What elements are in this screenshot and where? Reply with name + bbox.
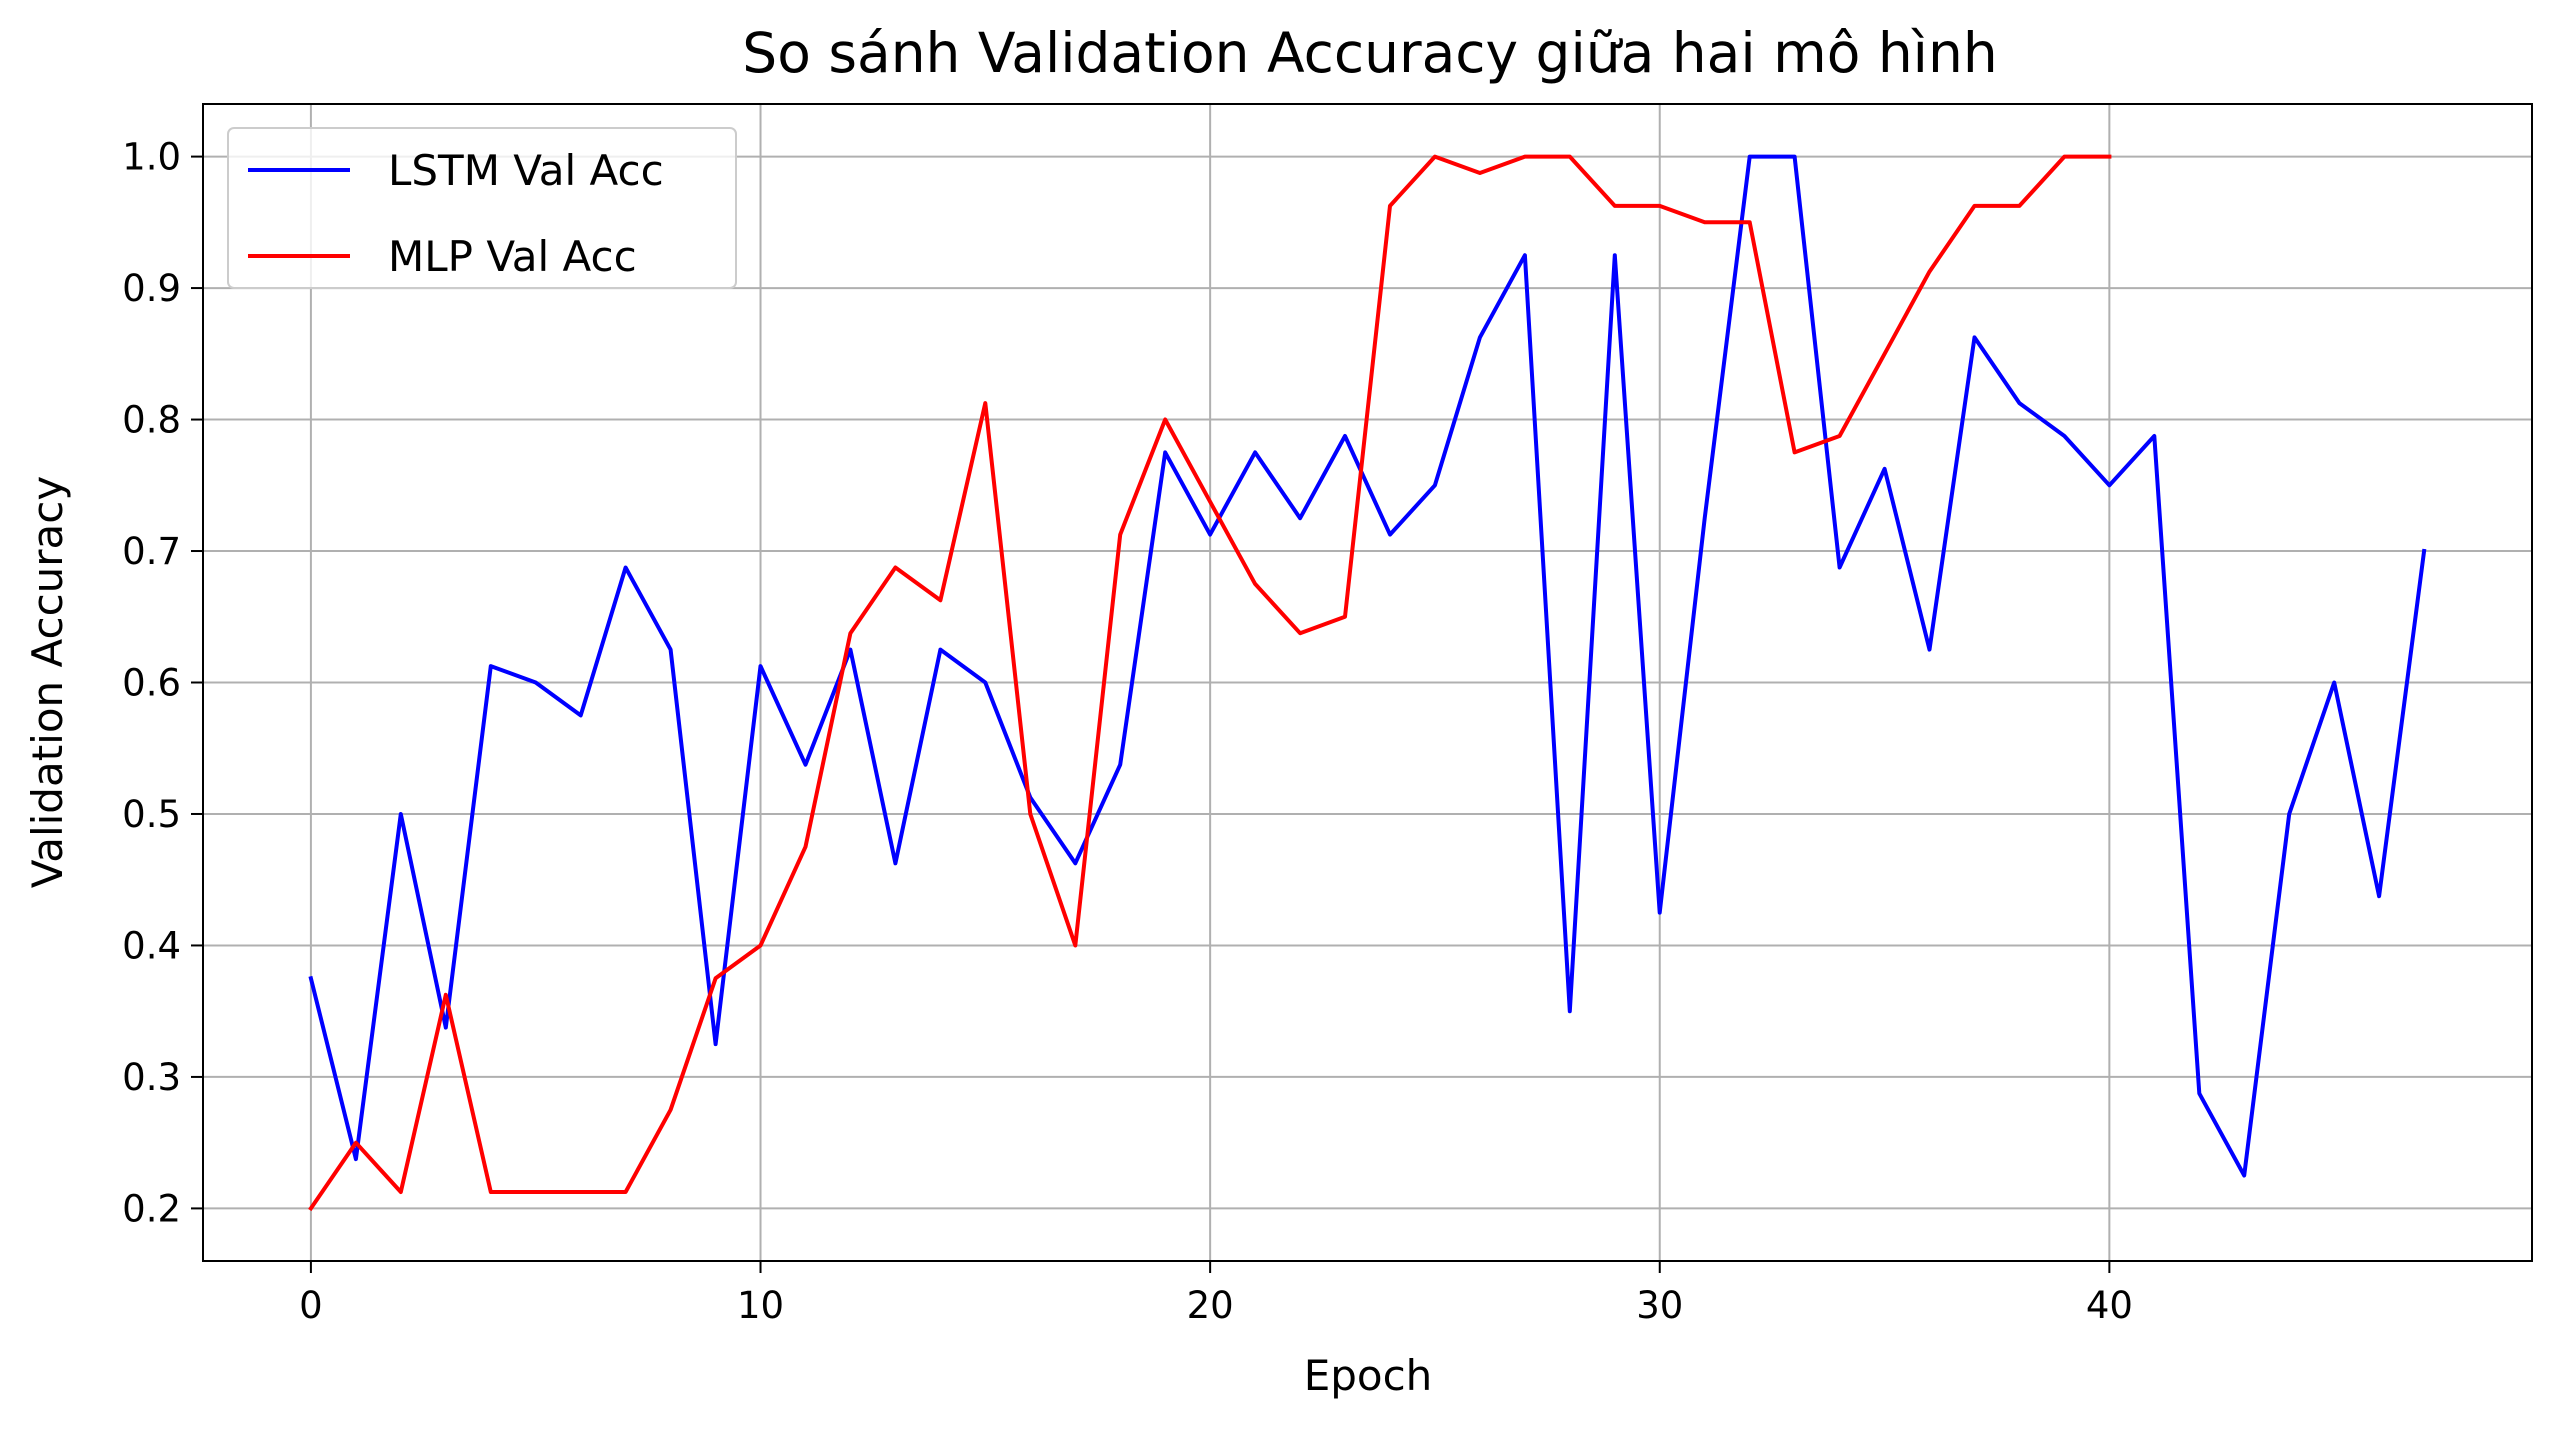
legend-label: MLP Val Acc <box>388 232 637 281</box>
y-tick-label: 0.9 <box>122 267 181 310</box>
x-tick-label: 20 <box>1187 1284 1234 1327</box>
legend: LSTM Val Acc MLP Val Acc <box>227 127 737 289</box>
y-tick-label: 0.8 <box>122 399 181 442</box>
y-axis-label: Validation Accuracy <box>23 476 72 889</box>
y-tick-label: 0.5 <box>122 793 181 836</box>
series-line-lstm <box>308 154 2427 1178</box>
x-tick-label: 10 <box>737 1284 784 1327</box>
x-axis-label: Epoch <box>1304 1351 1433 1400</box>
series-line-mlp <box>308 154 2112 1212</box>
series-group <box>308 154 2427 1212</box>
y-tick-label: 0.6 <box>122 662 181 705</box>
grid <box>203 104 2532 1261</box>
chart-title: So sánh Validation Accuracy giữa hai mô … <box>742 21 1997 85</box>
y-tick-label: 0.3 <box>122 1056 181 1099</box>
y-tick-label: 0.4 <box>122 924 181 967</box>
x-tick-label: 30 <box>1636 1284 1683 1327</box>
ticks: 0 10 20 30 40 0.2 0.3 0.4 0.5 0.6 0.7 0.8 0.9 1.0 <box>122 136 2133 1327</box>
legend-label: LSTM Val Acc <box>388 146 664 195</box>
legend-box <box>227 127 737 289</box>
y-tick-label: 1.0 <box>122 136 181 179</box>
x-tick-label: 40 <box>2086 1284 2133 1327</box>
y-tick-label: 0.2 <box>122 1187 181 1230</box>
x-tick-label: 0 <box>299 1284 323 1327</box>
y-tick-label: 0.7 <box>122 530 181 573</box>
